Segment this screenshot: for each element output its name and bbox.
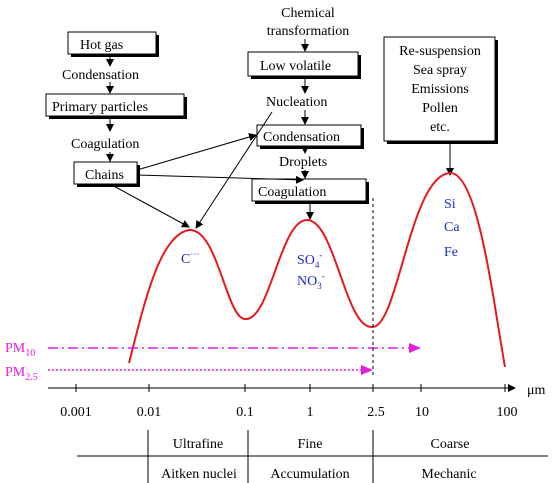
tick-label-0.01: 0.01 [137, 405, 162, 420]
size-distribution-curve [128, 171, 506, 368]
left-process-chain: Hot gas Condensation Primary particles C… [45, 31, 187, 187]
si-label: Si [444, 197, 456, 212]
pm10-label: PM10 [5, 341, 35, 359]
chains-to-ultrafine-peak-arrow [109, 183, 190, 228]
chains-box [73, 161, 138, 185]
chains-to-coagulation-arrow [136, 174, 304, 184]
connector-arrows [109, 111, 314, 229]
middle-coagulation-label: Coagulation [258, 185, 326, 200]
tick-label-10: 10 [415, 405, 429, 420]
pm-ranges: PM10 PM2.5 [5, 198, 421, 383]
primary-particles-box [45, 93, 185, 117]
sulfate-label: SO4- [297, 250, 322, 270]
droplets-label: Droplets [279, 155, 327, 170]
hot-gas-box [67, 31, 157, 55]
tick-label-0.001: 0.001 [60, 405, 92, 420]
primary-particles-label: Primary particles [52, 100, 148, 115]
middle-condensation-label: Condensation [263, 130, 340, 145]
mode-mechanic: Mechanic [421, 467, 476, 482]
tick-label-100: 100 [497, 405, 518, 420]
tick-label-2.5: 2.5 [367, 405, 385, 420]
coarse-sources: Re-suspension Sea spray Emissions Pollen… [383, 36, 498, 176]
class-ultrafine: Ultrafine [173, 437, 224, 452]
chains-label: Chains [85, 168, 124, 183]
chemical-label: Chemical [281, 6, 335, 21]
axis-unit-label: μm [527, 383, 546, 398]
low-volatile-box [247, 51, 359, 77]
nucleation-to-ultrafine-peak-arrow [195, 111, 273, 229]
middle-coagulation-box [251, 178, 367, 202]
nitrate-label: NO3- [297, 271, 325, 291]
fe-label: Fe [444, 245, 458, 260]
mode-accumulation: Accumulation [270, 467, 349, 482]
mode-aitken-nuclei: Aitken nuclei [161, 467, 237, 482]
chains-to-condensation-arrow [136, 133, 257, 171]
x-axis: μm 0.001 0.01 0.1 1 2.5 10 100 [48, 383, 546, 420]
tick-label-0.1: 0.1 [236, 405, 254, 420]
source-resuspension: Re-suspension [399, 44, 481, 59]
ca-label: Ca [444, 220, 460, 235]
transformation-label: transformation [267, 24, 349, 39]
source-sea-spray: Sea spray [413, 63, 467, 78]
source-pollen: Pollen [422, 101, 458, 116]
middle-process-chain: Chemical transformation Low volatile Nuc… [247, 6, 369, 204]
class-coarse: Coarse [431, 437, 470, 452]
low-volatile-label: Low volatile [260, 59, 331, 74]
size-class-table: Ultrafine Fine Coarse Aitken nuclei Accu… [77, 430, 548, 483]
hot-gas-label: Hot gas [80, 38, 123, 53]
left-coagulation-label: Coagulation [71, 137, 139, 152]
pm25-label: PM2.5 [5, 365, 38, 383]
source-emissions: Emissions [411, 82, 469, 97]
left-condensation-label: Condensation [62, 68, 139, 83]
carbon-label: C··· [181, 249, 199, 267]
peak-labels: C··· SO4- NO3- Si Ca Fe [181, 197, 460, 291]
source-etc: etc. [430, 120, 450, 135]
tick-label-1: 1 [307, 405, 314, 420]
nucleation-label: Nucleation [266, 95, 327, 110]
coarse-sources-box [383, 36, 496, 142]
class-fine: Fine [298, 437, 323, 452]
